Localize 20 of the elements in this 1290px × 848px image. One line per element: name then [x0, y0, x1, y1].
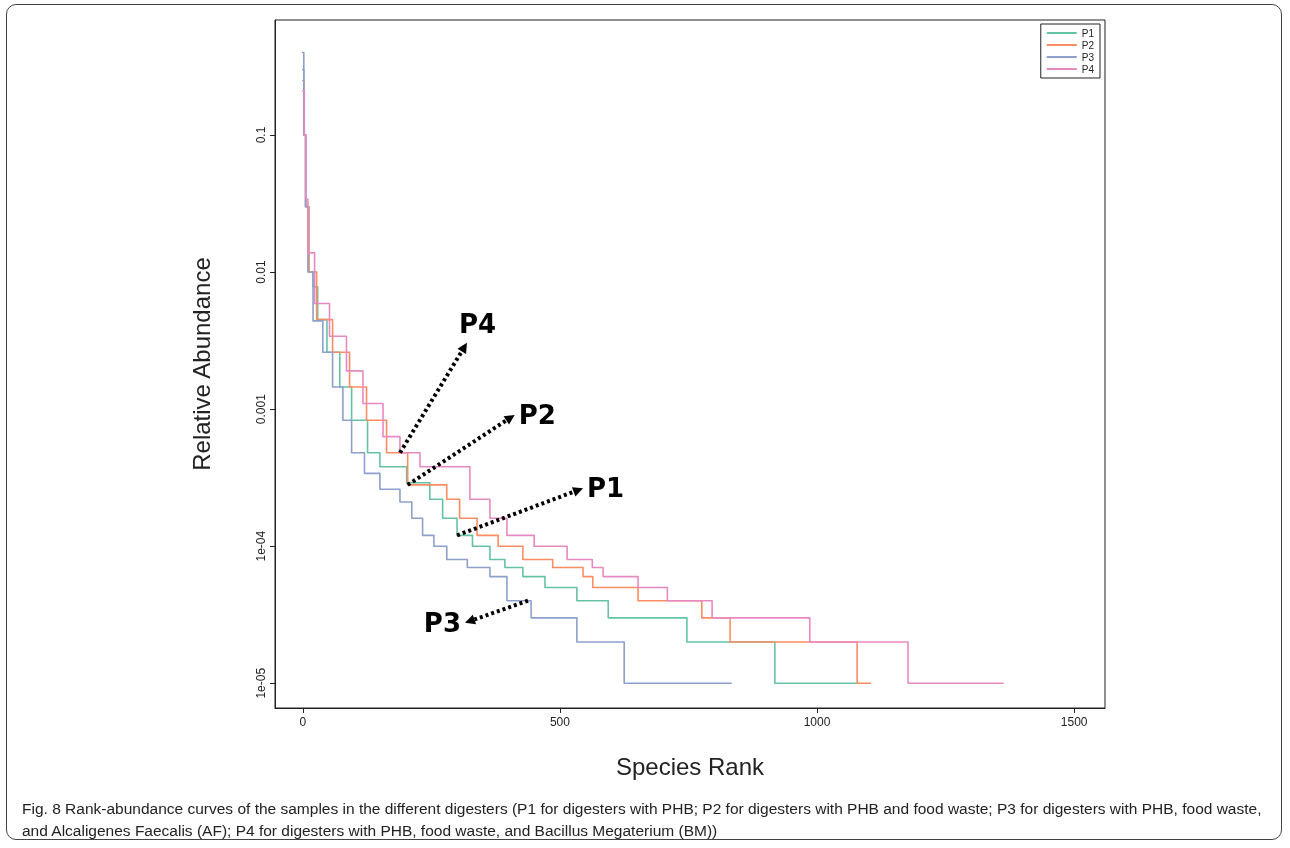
- y-tick-label: 1e-05: [254, 667, 268, 699]
- legend-label: P1: [1081, 27, 1095, 39]
- y-axis-title: Relative Abundance: [187, 257, 215, 471]
- y-tick-label: 0.001: [254, 393, 268, 425]
- x-tick-label: 1500: [1060, 715, 1088, 729]
- x-tick-label: 500: [549, 715, 571, 729]
- annotation: P1: [587, 473, 625, 504]
- y-tick-label: 0.1: [254, 126, 268, 144]
- x-tick-label: 0: [299, 715, 307, 729]
- y-tick-label: 0.01: [254, 260, 268, 284]
- x-axis-title: Species Rank: [615, 752, 766, 780]
- caption: Fig. 8 Rank-abundance curves of the samples in the different digesters (P1 for digesters with PHB; P2 for digesters with PHB and food waste; P3 for digesters with PHB, food waste, and Alcaligenes Faecalis (AF); P4 for digesters with PHB, food waste, and Bacillus Megaterium (BM)): [22, 799, 1263, 841]
- annotation: P2: [518, 399, 556, 430]
- legend-label: P2: [1081, 39, 1095, 51]
- legend-label: P4: [1081, 63, 1095, 75]
- x-tick-label: 1000: [803, 715, 831, 729]
- legend-label: P3: [1081, 51, 1095, 63]
- y-tick-label: 1e-04: [254, 530, 268, 562]
- annotation: P3: [423, 607, 462, 638]
- annotation: P4: [458, 308, 497, 339]
